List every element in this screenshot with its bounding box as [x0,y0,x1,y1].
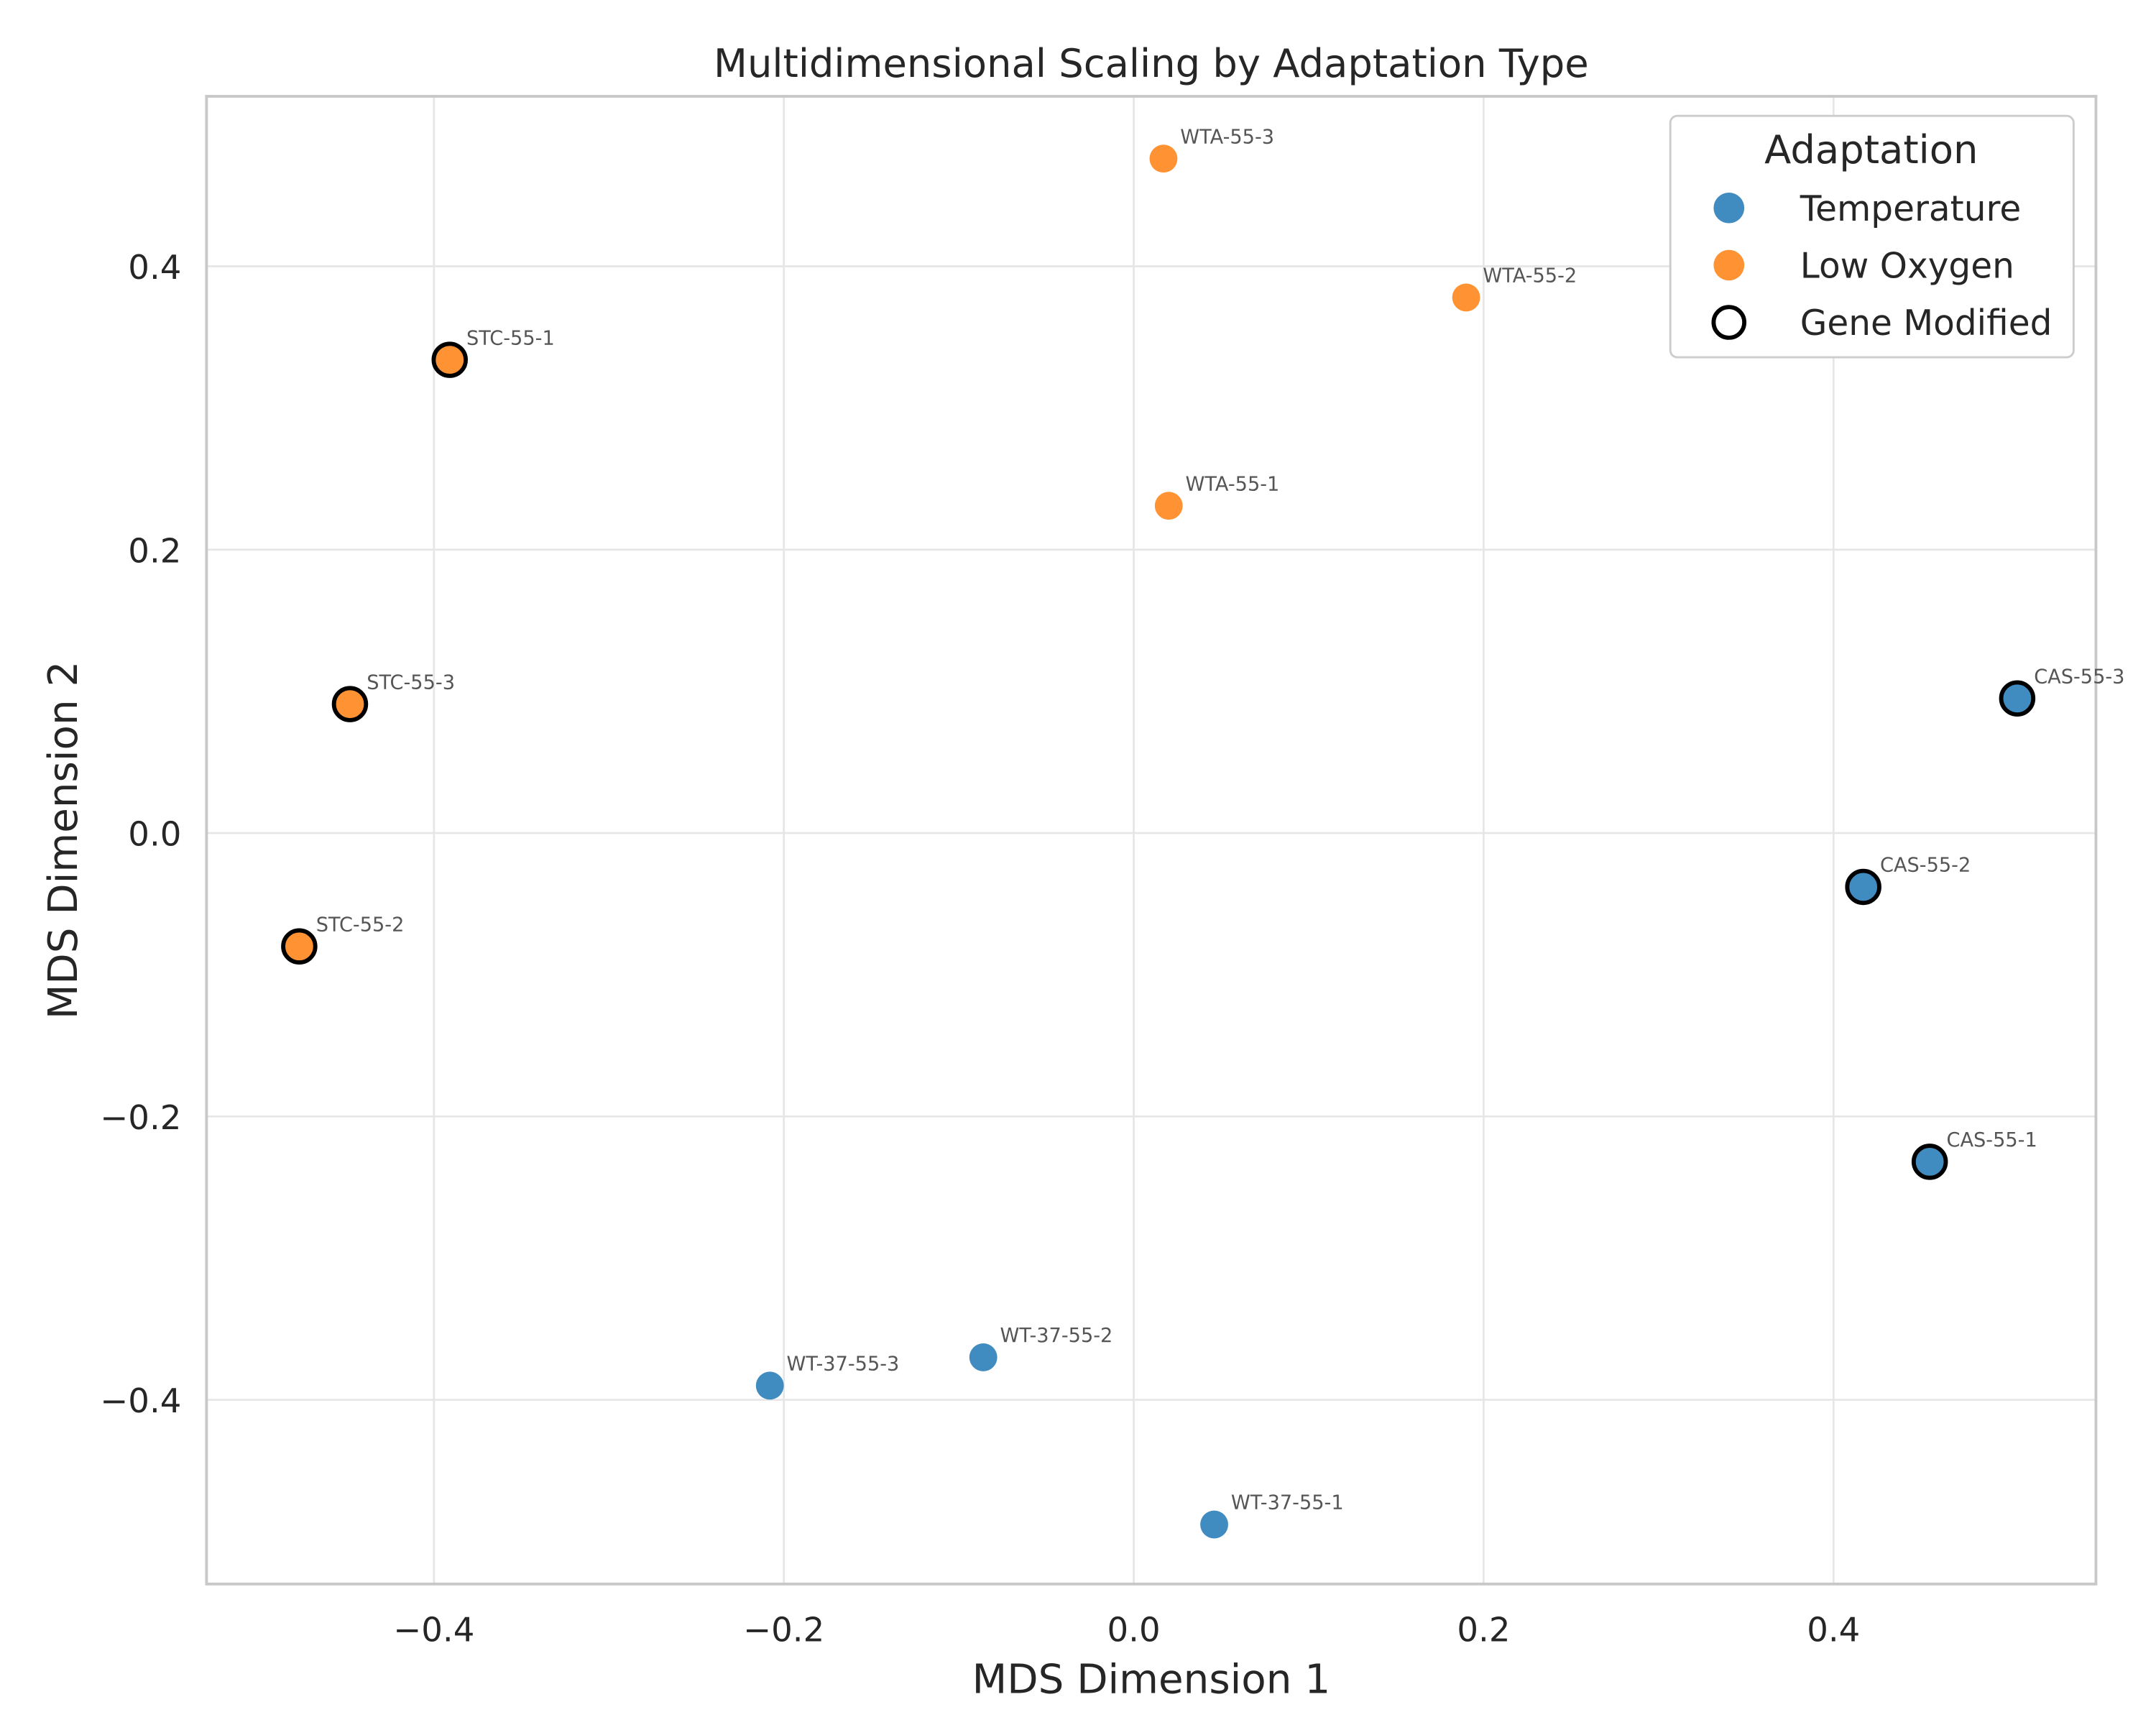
point-label: STC-55-1 [466,327,555,349]
data-point [1149,144,1178,173]
point-label: WTA-55-1 [1186,473,1280,495]
data-point [969,1343,998,1371]
y-tick-label: 0.2 [128,531,181,570]
x-axis-label: MDS Dimension 1 [972,1656,1331,1703]
point-label: STC-55-2 [316,914,405,936]
legend: Adaptation Temperature Low Oxygen Gene M… [1669,114,2075,359]
data-point-gene-modified [1911,1144,1948,1180]
chart-title: Multidimensional Scaling by Adaptation T… [714,41,1589,86]
legend-box [1669,114,2075,359]
plot-frame [205,95,2098,1586]
legend-title: Adaptation [1764,127,1978,172]
legend-marker-low-oxygen [1713,249,1745,281]
x-tick-label: 0.2 [1457,1610,1510,1649]
data-point-gene-modified [431,341,468,378]
point-label: CAS-55-1 [1946,1129,2037,1151]
x-tick-labels: −0.4 −0.2 0.0 0.2 0.4 [393,1610,1860,1649]
x-tick-label: 0.0 [1107,1610,1161,1649]
data-point [1154,492,1183,520]
x-tick-label: −0.2 [743,1610,824,1649]
y-tick-label: 0.0 [128,815,181,854]
point-label: CAS-55-2 [1880,855,1971,877]
point-label: WT-37-55-3 [787,1353,900,1375]
data-points [281,144,2036,1539]
data-point-gene-modified [1999,680,2036,717]
point-label: WT-37-55-1 [1231,1492,1344,1514]
point-label: WTA-55-2 [1483,265,1577,288]
legend-label-gene-modified: Gene Modified [1800,303,2053,344]
legend-marker-temperature [1713,192,1745,224]
y-tick-label: 0.4 [128,248,181,287]
point-label: WTA-55-3 [1180,126,1274,148]
point-labels: WT-37-55-1 WT-37-55-2 WT-37-55-3 CAS-55-1 CA… [316,126,2125,1514]
y-axis-label: MDS Dimension 2 [40,661,87,1020]
data-point [755,1371,784,1400]
point-label: WT-37-55-2 [1000,1325,1113,1347]
y-tick-label: −0.2 [100,1098,181,1137]
data-point-gene-modified [331,686,369,722]
legend-label-temperature: Temperature [1800,189,2021,229]
x-tick-label: −0.4 [393,1610,474,1649]
x-tick-label: 0.4 [1807,1610,1860,1649]
y-tick-label: −0.4 [100,1381,181,1420]
data-point-gene-modified [1845,868,1881,906]
data-point [1452,283,1480,312]
point-label: CAS-55-3 [2034,666,2124,688]
legend-marker-gene-modified [1711,305,1747,340]
data-point-gene-modified [281,928,318,965]
y-tick-labels: −0.4 −0.2 0.0 0.2 0.4 [100,248,181,1420]
legend-label-low-oxygen: Low Oxygen [1800,246,2014,286]
data-point [1200,1510,1228,1539]
point-label: STC-55-3 [367,671,455,694]
